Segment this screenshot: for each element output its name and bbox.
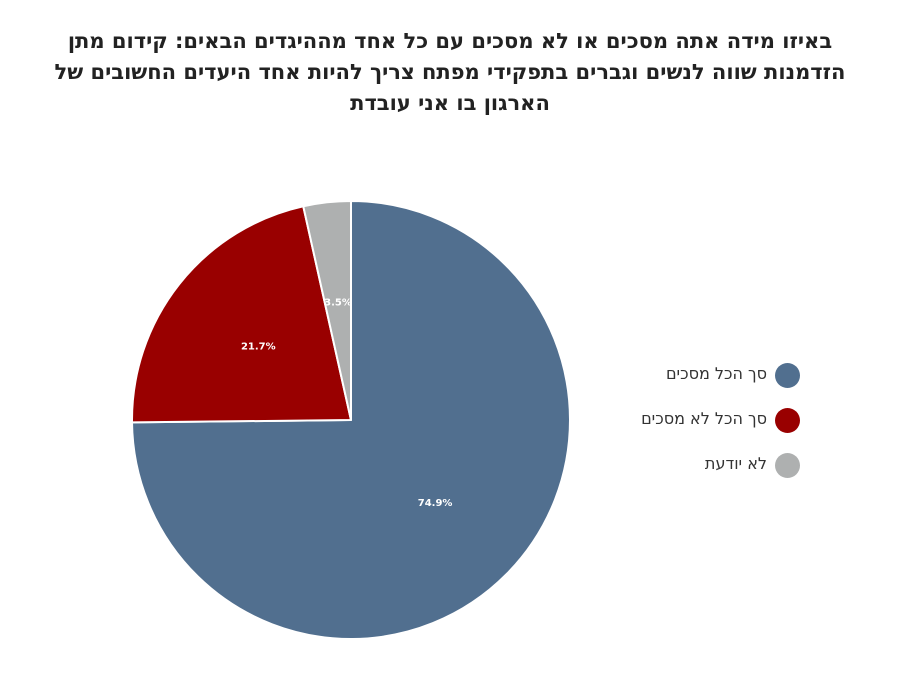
legend-swatch bbox=[775, 363, 800, 388]
legend-item[interactable]: סך הכל לא מסכים bbox=[560, 405, 800, 450]
chart-title-line: הארגון בו אני עובדת bbox=[350, 91, 550, 115]
legend-swatch bbox=[775, 408, 800, 433]
chart-title-line: באיזו מידה אתה מסכים או לא מסכים עם כל א… bbox=[67, 29, 833, 53]
legend-swatch bbox=[775, 453, 800, 478]
pie-slice[interactable] bbox=[131, 205, 352, 424]
chart-title-line: הזדמנות שווה לנשים וגברים בתפקידי מפתח צ… bbox=[54, 60, 846, 84]
legend-item[interactable]: סך הכל מסכים bbox=[560, 360, 800, 405]
pie-slice[interactable] bbox=[302, 200, 352, 421]
legend-item[interactable]: לא יודעת bbox=[560, 450, 800, 495]
pie-data-label: 21.7% bbox=[241, 342, 276, 353]
pie-data-label: 3.5% bbox=[324, 298, 352, 309]
chart-title: באיזו מידה אתה מסכים או לא מסכים עם כל א… bbox=[30, 26, 870, 119]
pie-data-label: 74.9% bbox=[418, 498, 453, 509]
pie-slices bbox=[131, 200, 571, 640]
legend-label: לא יודעת bbox=[704, 454, 767, 473]
pie-data-labels: 74.9% 21.7% 3.5% bbox=[241, 298, 453, 510]
legend-label: סך הכל לא מסכים bbox=[641, 409, 767, 428]
legend: סך הכל מסכים סך הכל לא מסכים לא יודעת bbox=[560, 360, 800, 495]
legend-label: סך הכל מסכים bbox=[665, 364, 767, 383]
